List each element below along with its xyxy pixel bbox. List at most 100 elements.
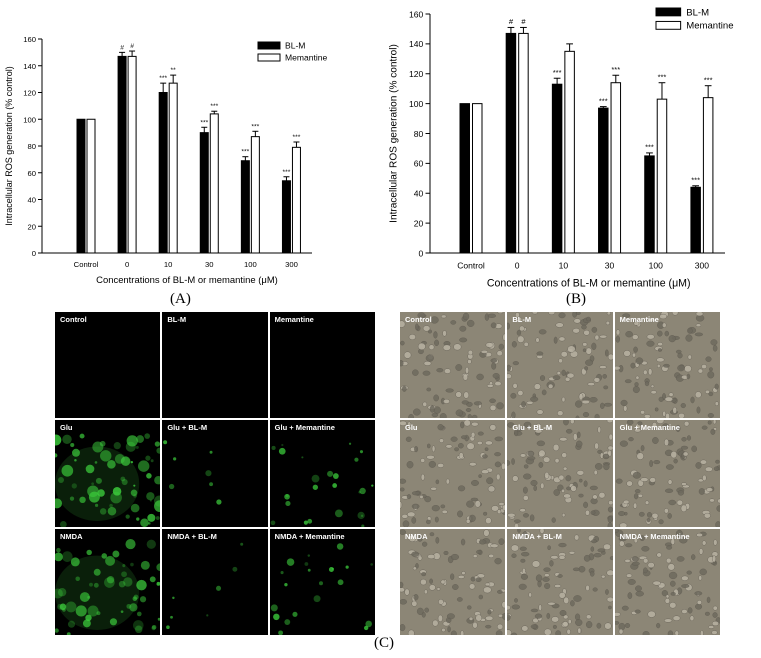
cell [430, 316, 439, 324]
cell [706, 371, 714, 379]
fluorescent-cell [240, 542, 244, 546]
cell [680, 575, 689, 581]
fluorescent-cell [86, 549, 92, 555]
cell [553, 444, 560, 452]
cell [424, 607, 430, 613]
cell [538, 462, 544, 469]
cell [431, 505, 440, 512]
cell [651, 422, 657, 429]
cell [502, 333, 506, 341]
cell [651, 437, 659, 445]
cell [443, 398, 450, 404]
fluorescent-cell [357, 512, 365, 520]
cell [566, 429, 573, 434]
cell [690, 553, 696, 560]
cell [653, 533, 663, 538]
cell [551, 517, 557, 524]
cell [517, 390, 524, 396]
cell [634, 382, 639, 387]
y-tick-label: 140 [23, 62, 36, 71]
cell [643, 414, 651, 419]
cell [594, 470, 599, 476]
cell [548, 312, 556, 315]
cell [424, 496, 432, 503]
cell [561, 452, 568, 459]
cell [555, 322, 565, 328]
fluorescent-cell [65, 601, 77, 612]
cell [664, 330, 669, 337]
fluorescent-cell [286, 557, 294, 566]
panel-label-a: (A) [170, 291, 191, 307]
fluorescent-cell [136, 611, 142, 616]
cell [583, 480, 588, 488]
cell [680, 446, 688, 450]
cell [481, 469, 490, 475]
fluorescent-cell [284, 618, 290, 625]
cell [704, 611, 710, 616]
cell [496, 474, 501, 481]
fluorescent-cell [163, 440, 168, 445]
significance-label: *** [691, 175, 700, 184]
cell [466, 500, 475, 508]
cell [711, 630, 718, 635]
bar-memantine [472, 103, 483, 254]
fluorescence-image [55, 433, 161, 527]
cell [557, 410, 564, 416]
cell [594, 377, 601, 383]
cell [507, 364, 512, 372]
cell [712, 538, 718, 546]
cell [706, 596, 711, 603]
cell [527, 451, 535, 457]
cell [610, 555, 613, 560]
cell [606, 320, 611, 326]
fluorescent-cell [336, 542, 344, 550]
fluorescent-cell [146, 492, 155, 501]
cell [514, 523, 520, 527]
cell [475, 614, 483, 622]
cell [491, 362, 497, 370]
cell [614, 611, 621, 617]
cell [685, 334, 693, 342]
cell [705, 487, 713, 493]
cell [417, 342, 426, 351]
cell [450, 320, 457, 325]
cell [623, 350, 631, 357]
cell [528, 592, 533, 597]
cell [619, 440, 628, 448]
cell [634, 489, 641, 494]
cell [694, 603, 702, 610]
bar-memantine [168, 82, 178, 254]
cell [419, 495, 424, 500]
cell [561, 351, 569, 358]
cell [502, 504, 506, 511]
cell [618, 628, 623, 634]
fluorescence-image [162, 312, 267, 418]
fluorescent-cell [156, 447, 161, 455]
cell [663, 508, 669, 514]
fluorescent-cell [292, 611, 298, 617]
brightfield-tile: Control [400, 312, 506, 419]
cell [633, 537, 638, 543]
cell [421, 611, 426, 618]
cell [517, 335, 525, 343]
bar-blm [644, 155, 655, 254]
cell [563, 467, 568, 471]
cell [478, 539, 487, 545]
cell [668, 500, 676, 506]
cell [680, 583, 690, 588]
cell [530, 480, 538, 487]
cell [446, 612, 455, 619]
cell [441, 627, 446, 632]
cell [412, 369, 419, 376]
fluorescent-cell [157, 617, 161, 621]
significance-label: # [521, 17, 526, 26]
cell [411, 600, 418, 607]
cell [483, 586, 492, 593]
x-axis-label: Concentrations of BL-M or memantine (μM) [487, 278, 691, 290]
fluorescent-cell [94, 504, 99, 508]
cell [714, 460, 720, 464]
cell [562, 620, 569, 627]
x-tick-label: 30 [205, 260, 214, 269]
fluorescent-cell [126, 435, 138, 447]
